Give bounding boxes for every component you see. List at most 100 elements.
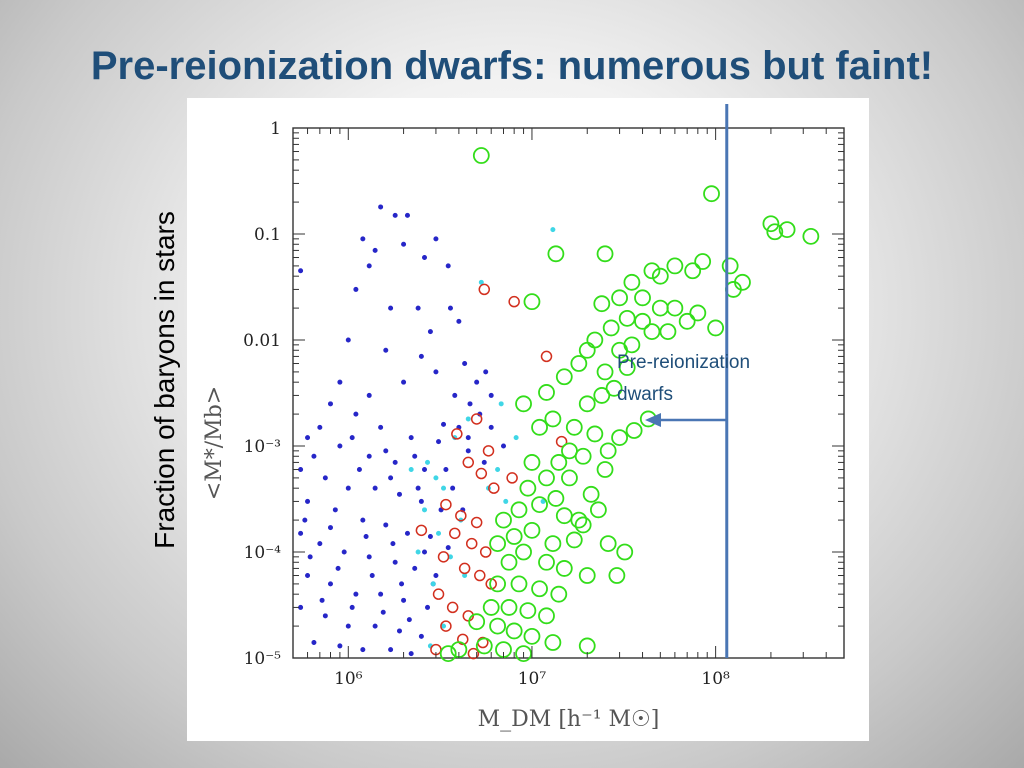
data-point-dot	[447, 305, 453, 311]
data-point-red-circle	[440, 498, 452, 511]
data-point-red-circle	[465, 537, 478, 550]
data-point-green-circle	[500, 599, 518, 616]
data-point-green-circle	[472, 147, 490, 164]
data-point-green-circle	[596, 245, 614, 263]
data-point-dot	[404, 530, 410, 536]
data-point-green-circle	[555, 560, 573, 577]
data-point-red-circle	[540, 350, 553, 363]
data-point-red-circle	[470, 516, 483, 529]
data-point-green-circle	[593, 387, 611, 404]
data-point-green-circle	[515, 395, 532, 413]
annotation-text: Pre-reionization	[617, 352, 750, 373]
data-point-green-circle	[618, 359, 636, 376]
data-point-dot	[483, 369, 489, 375]
data-point-dot	[418, 498, 424, 504]
data-point-green-circle	[707, 319, 725, 337]
data-point-dot	[392, 559, 398, 565]
data-point-dot	[441, 421, 447, 427]
data-point-red-circle	[506, 472, 518, 484]
data-point-green-circle	[489, 575, 506, 593]
data-point-dot	[422, 507, 428, 513]
data-point-red-circle	[446, 601, 459, 614]
data-point-green-circle	[523, 454, 541, 471]
data-point-green-circle	[586, 425, 604, 443]
y-tick-label: 0.01	[243, 331, 281, 351]
data-point-green-circle	[538, 553, 555, 571]
data-point-red-circle	[455, 509, 467, 522]
data-point-green-circle	[519, 479, 537, 497]
data-point-red-circle	[432, 588, 445, 600]
data-point-dot	[427, 534, 433, 540]
data-point-green-circle	[531, 496, 548, 514]
data-point-green-circle	[703, 185, 720, 203]
data-point-dot	[441, 623, 447, 629]
data-point-green-circle	[519, 602, 537, 620]
data-point-dot	[392, 212, 398, 218]
data-point-green-circle	[596, 461, 614, 478]
data-point-red-circle	[449, 527, 461, 540]
data-point-dot	[401, 379, 407, 385]
y-tick-label: 0.1	[254, 225, 281, 245]
data-point-dot	[298, 604, 304, 610]
data-point-dot	[366, 453, 372, 459]
axis-ticks: 10⁶ 10⁷ 10⁸ 1 0.1 0.01 10⁻³ 10⁻⁴ 10⁻⁵ M_DM [h⁻¹ M…	[202, 119, 845, 732]
data-point-green-circle	[574, 516, 592, 534]
data-point-dot	[392, 459, 398, 465]
data-point-dot	[353, 591, 359, 597]
data-point-green-circle	[544, 535, 562, 553]
data-point-red-circle	[440, 620, 452, 632]
data-point-dot	[337, 643, 343, 649]
data-point-green-circle	[689, 304, 707, 322]
data-point-green-circle	[578, 341, 596, 359]
data-point-dot	[327, 581, 333, 587]
data-point-green-circle	[599, 442, 617, 460]
data-point-green-circle	[596, 363, 614, 381]
data-point-green-circle	[611, 289, 628, 307]
data-point-dot	[412, 565, 418, 571]
data-point-red-circle	[474, 569, 486, 582]
data-point-dot	[383, 347, 389, 353]
data-point-dot	[327, 401, 333, 407]
data-point-dot	[436, 439, 442, 445]
slide-title: Pre-reionization dwarfs: numerous but fa…	[90, 44, 934, 88]
data-point-green-circle	[623, 336, 641, 354]
data-point-dot	[418, 353, 424, 359]
plot-frame-border	[292, 127, 845, 659]
data-point-dot	[383, 448, 389, 454]
data-point-dot	[356, 467, 362, 473]
data-point-red-circle	[555, 435, 568, 448]
data-point-green-circle	[482, 599, 500, 616]
data-point-green-circle	[586, 331, 604, 349]
data-point-dot	[305, 498, 311, 504]
data-point-dot	[433, 573, 439, 579]
x-axis-label: M_DM [h⁻¹ M☉]	[478, 707, 660, 732]
data-point-dot	[433, 236, 439, 242]
data-point-dot	[404, 212, 410, 218]
x-tick-label: 10⁷	[518, 669, 547, 689]
data-point-dot	[465, 448, 471, 454]
data-point-green-circle	[666, 299, 684, 317]
data-point-dot	[372, 485, 378, 491]
data-point-green-circle	[651, 267, 669, 285]
data-point-green-circle	[505, 528, 523, 545]
data-point-green-circle	[643, 323, 661, 341]
data-point-dot	[319, 597, 325, 603]
data-point-green-circle	[547, 490, 565, 507]
y-axis-label: <M*/Mb>	[202, 386, 227, 500]
data-point-green-circle	[505, 622, 523, 640]
annotation-arrow-head	[645, 413, 661, 427]
data-point-green-circle	[623, 273, 641, 291]
data-point-dot	[427, 329, 433, 335]
data-point-green-circle	[489, 535, 506, 553]
data-point-green-circle	[694, 253, 712, 270]
data-point-dot	[383, 522, 389, 528]
data-point-red-circle	[475, 467, 488, 480]
data-point-green-circle	[475, 637, 493, 655]
x-tick-label: 10⁸	[701, 669, 730, 689]
data-point-dot	[311, 453, 317, 459]
data-point-red-circle	[488, 482, 500, 494]
data-point-dot	[317, 424, 323, 430]
data-point-green-circle	[666, 257, 684, 275]
data-point-green-circle	[570, 355, 588, 372]
y-tick-label: 1	[270, 119, 281, 139]
